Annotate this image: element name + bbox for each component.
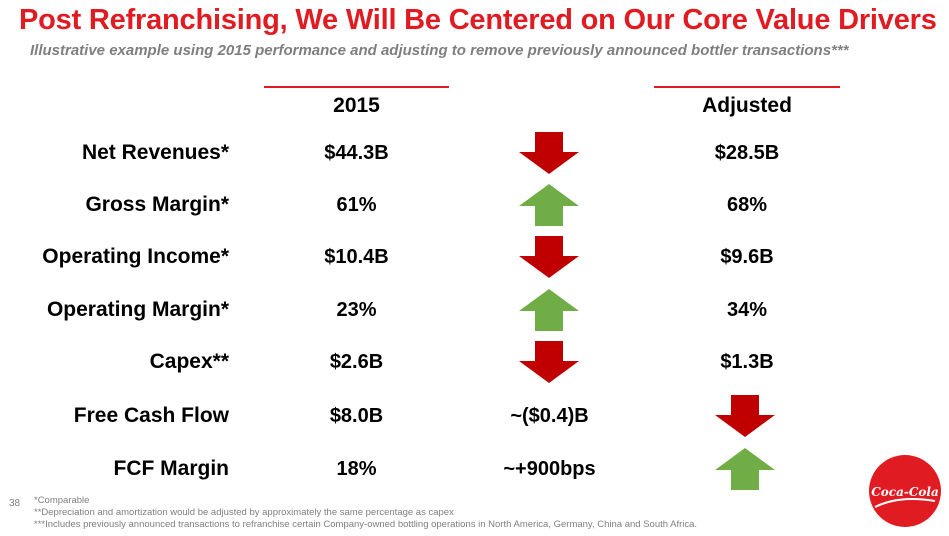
row-label: Operating Margin*	[46, 298, 229, 321]
table-row: Free Cash Flow $8.0B ~($0.4)B	[0, 393, 949, 439]
value-2015: $8.0B	[329, 405, 384, 427]
logo-wordmark: Coca-Cola	[871, 485, 939, 499]
value-2015: 61%	[336, 194, 377, 216]
change-value: ~+900bps	[503, 458, 596, 480]
footnote-depreciation: **Depreciation and amortization would be…	[34, 507, 454, 518]
row-label: Gross Margin*	[85, 193, 229, 216]
value-2015: 23%	[336, 299, 377, 321]
coca-cola-logo: Coca-Cola	[869, 455, 941, 527]
table-row: Net Revenues* $44.3B $28.5B	[0, 130, 949, 176]
row-label: Free Cash Flow	[73, 404, 229, 427]
slide-subtitle: Illustrative example using 2015 performa…	[30, 42, 849, 59]
row-label: Capex**	[149, 350, 229, 373]
down-arrow-icon	[715, 393, 775, 439]
slide-title: Post Refranchising, We Will Be Centered …	[19, 4, 937, 36]
footnote-comparable: *Comparable	[34, 495, 90, 506]
value-2015: 18%	[336, 458, 377, 480]
up-arrow-icon	[519, 182, 579, 228]
value-2015: $10.4B	[324, 246, 389, 268]
column-header-adjusted: Adjusted	[702, 94, 792, 117]
value-adjusted: 68%	[726, 194, 768, 216]
page-number: 38	[9, 498, 21, 509]
column-rule-adjusted	[654, 86, 840, 88]
value-adjusted: $9.6B	[720, 246, 774, 268]
value-adjusted: 34%	[726, 299, 768, 321]
table-row: Gross Margin* 61% 68%	[0, 182, 949, 228]
table-row: Operating Margin* 23% 34%	[0, 287, 949, 333]
value-adjusted: $28.5B	[714, 142, 780, 164]
value-2015: $2.6B	[329, 351, 384, 373]
footnote-transactions: ***Includes previously announced transac…	[34, 519, 698, 530]
value-adjusted: $1.3B	[720, 351, 774, 373]
up-arrow-icon	[715, 446, 775, 492]
table-row: Operating Income* $10.4B $9.6B	[0, 234, 949, 280]
row-label: Operating Income*	[42, 245, 229, 268]
down-arrow-icon	[519, 339, 579, 385]
change-value: ~($0.4)B	[510, 405, 589, 427]
column-rule-2015	[264, 86, 449, 88]
down-arrow-icon	[519, 130, 579, 176]
table-row: FCF Margin 18% ~+900bps	[0, 446, 949, 492]
column-header-2015: 2015	[333, 94, 380, 117]
row-label: FCF Margin	[113, 457, 230, 480]
value-2015: $44.3B	[324, 142, 389, 164]
row-label: Net Revenues*	[81, 141, 229, 164]
down-arrow-icon	[519, 234, 579, 280]
up-arrow-icon	[519, 287, 579, 333]
table-row: Capex** $2.6B $1.3B	[0, 339, 949, 385]
